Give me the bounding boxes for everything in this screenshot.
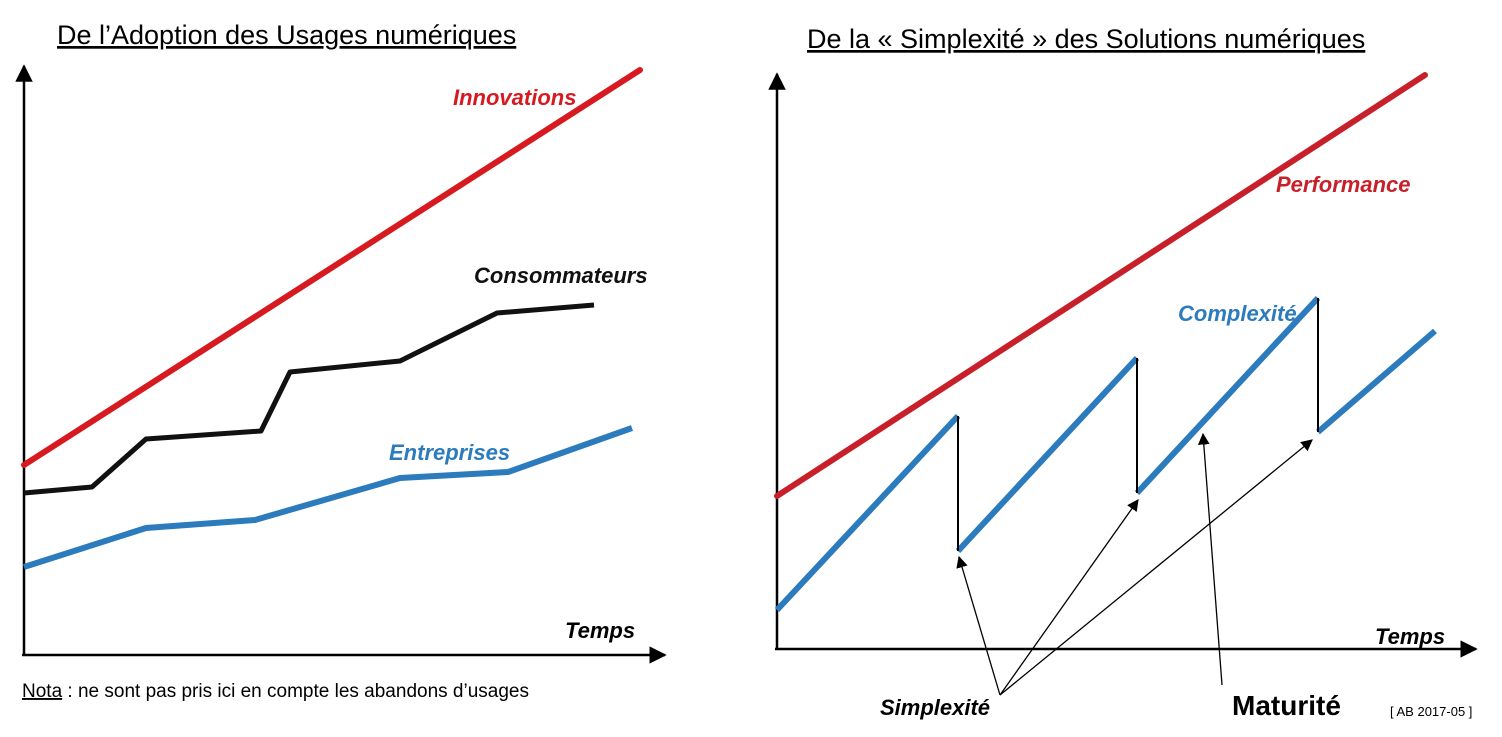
entreprises-label: Entreprises — [389, 440, 510, 465]
performance-label: Performance — [1276, 172, 1411, 197]
complexite-segment — [1134, 295, 1321, 496]
innovations-line — [21, 67, 643, 468]
right-panel-title: De la « Simplexité » des Solutions numér… — [807, 24, 1365, 54]
performance-line — [774, 72, 1428, 499]
maturite-label: Maturité — [1232, 690, 1341, 721]
left-panel-title: De l’Adoption des Usages numériques — [57, 20, 516, 50]
complexite-segment — [955, 355, 1140, 554]
credit: [ AB 2017-05 ] — [1390, 704, 1472, 719]
simplexite-label: Simplexité — [880, 695, 990, 720]
consommateurs-label: Consommateurs — [474, 263, 648, 288]
left-panel: De l’Adoption des Usages numériques Inno… — [15, 20, 667, 702]
consommateurs-line — [23, 302, 595, 496]
simplexite-arrow — [999, 499, 1139, 696]
simplexite-arrow — [999, 439, 1313, 696]
left-note: Nota : ne sont pas pris ici en compte le… — [22, 681, 529, 702]
complexite-segment — [774, 413, 961, 613]
note-text: : ne sont pas pris ici en compte les aba… — [62, 681, 529, 702]
complexite-segment — [1316, 328, 1437, 435]
left-x-axis-label: Temps — [565, 618, 635, 643]
maturite-arrow — [1197, 432, 1223, 686]
right-panel: De la « Simplexité » des Solutions numér… — [768, 24, 1478, 721]
note-key: Nota — [22, 681, 63, 702]
innovations-label: Innovations — [453, 85, 576, 110]
complexite-label: Complexité — [1178, 301, 1297, 326]
entreprises-line — [23, 425, 634, 570]
simplexite-arrow — [956, 555, 1001, 696]
right-x-axis-label: Temps — [1375, 624, 1445, 649]
